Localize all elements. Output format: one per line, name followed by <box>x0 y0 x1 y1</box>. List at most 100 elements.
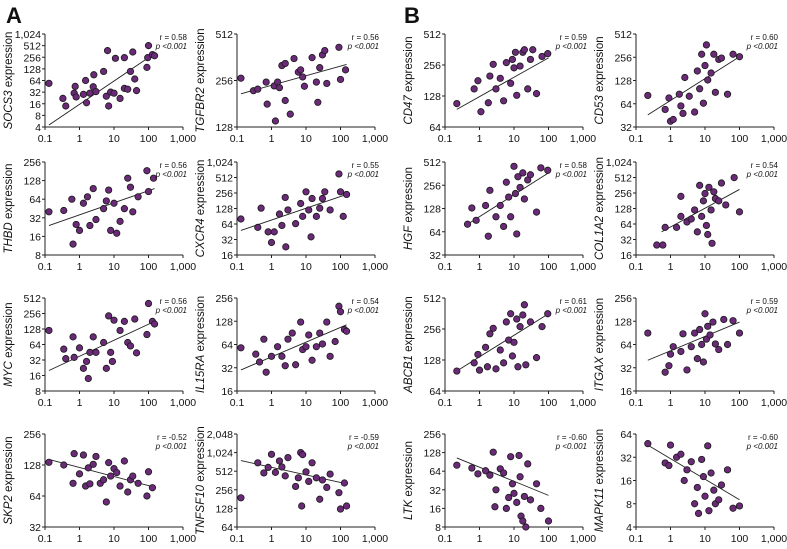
x-tick-label: 100 <box>731 397 749 409</box>
x-tick-label: 1,000 <box>761 261 787 273</box>
x-tick-label: 0.1 <box>629 133 644 145</box>
data-point <box>298 502 306 510</box>
data-point <box>341 66 350 74</box>
data-point <box>290 54 298 63</box>
x-tick-label: 10 <box>508 397 520 409</box>
x-tick-label: 1 <box>477 133 483 145</box>
data-point <box>489 324 497 332</box>
y-label-suffix: expression <box>3 302 15 361</box>
data-point <box>84 374 92 383</box>
x-tick-label: 1 <box>77 397 83 409</box>
data-point <box>126 67 135 76</box>
data-point <box>75 226 84 235</box>
y-label-suffix: expression <box>594 429 606 488</box>
data-point <box>318 476 327 484</box>
x-tick-label: 10 <box>300 261 312 273</box>
y-tick-label: 128 <box>23 64 41 76</box>
data-point <box>701 61 709 70</box>
data-point <box>284 206 292 214</box>
data-point <box>710 188 718 196</box>
x-tick-label: 1 <box>477 261 483 273</box>
data-point <box>60 461 68 469</box>
y-tick-label: 256 <box>23 429 41 441</box>
data-point <box>86 348 94 356</box>
data-point <box>502 178 510 186</box>
data-point <box>131 315 139 323</box>
data-point <box>316 64 324 72</box>
data-point <box>519 517 527 525</box>
data-point <box>532 208 541 216</box>
data-point <box>131 75 139 83</box>
regression-line <box>647 444 740 501</box>
y-tick-label: 256 <box>215 293 233 305</box>
data-point <box>698 50 706 58</box>
regression-line <box>456 457 549 496</box>
x-tick-label: 0.1 <box>38 261 53 273</box>
data-point <box>526 496 535 504</box>
data-point <box>526 318 535 326</box>
data-point <box>502 504 510 512</box>
data-point <box>507 453 515 461</box>
data-point <box>505 193 513 201</box>
y-axis-label: CD47 expression <box>403 36 415 124</box>
data-point <box>62 355 70 363</box>
data-point <box>262 368 270 376</box>
data-point <box>321 46 329 55</box>
data-point <box>126 342 135 350</box>
data-point <box>143 167 151 175</box>
y-tick-label: 128 <box>423 448 441 460</box>
data-point <box>538 323 546 331</box>
y-tick-label: 256 <box>423 60 441 72</box>
data-point <box>544 50 552 58</box>
data-point <box>453 367 461 375</box>
data-point <box>275 84 284 92</box>
x-tick-label: 100 <box>332 533 350 545</box>
gene-name: MAPK11 <box>594 488 606 533</box>
data-point <box>110 89 118 97</box>
x-tick-label: 10 <box>300 533 312 545</box>
data-point <box>124 174 132 182</box>
data-point <box>275 457 284 465</box>
p-value: p <0.001 <box>347 306 379 315</box>
y-label-suffix: expression <box>403 296 415 355</box>
data-point <box>699 472 708 481</box>
gene-name: TGFBR2 <box>195 87 207 133</box>
y-tick-label: 64 <box>620 340 632 352</box>
data-point <box>60 345 68 353</box>
y-axis-label: MAPK11 expression <box>594 429 606 532</box>
data-point <box>537 164 545 172</box>
x-tick-label: 1,000 <box>570 261 596 273</box>
y-label-suffix: expression <box>403 441 415 500</box>
data-point <box>83 193 92 201</box>
data-point <box>144 468 153 476</box>
scatter-panel-thbd: 0.1 1 10 100 1,000 8 16 32 64 128 256 THBD expressi… <box>3 157 196 273</box>
gene-name: CXCR4 <box>195 218 207 257</box>
data-point <box>69 240 77 248</box>
x-tick-label: 0.1 <box>629 261 644 273</box>
data-point <box>665 362 673 370</box>
data-point <box>254 459 262 467</box>
data-point <box>693 483 701 492</box>
data-point <box>100 476 108 484</box>
data-point <box>730 173 738 182</box>
scatter-panel-skp2: 0.1 1 10 100 1,000 32 64 128 256 SKP2 expression r… <box>3 429 196 545</box>
y-tick-label: 512 <box>423 293 441 305</box>
y-tick-label: 64 <box>429 227 441 239</box>
x-tick-label: 1 <box>269 533 275 545</box>
y-axis-label: COL1A2 expression <box>594 157 606 260</box>
data-point <box>69 479 77 487</box>
data-point <box>132 87 141 95</box>
x-tick-label: 10 <box>108 533 120 545</box>
y-tick-label: 16 <box>620 250 632 262</box>
data-point <box>335 170 343 178</box>
y-tick-label: 256 <box>215 485 233 497</box>
y-tick-label: 256 <box>215 76 233 88</box>
y-tick-label: 16 <box>429 503 441 515</box>
data-point <box>496 346 504 354</box>
data-point <box>316 329 324 337</box>
data-point <box>107 226 115 235</box>
x-tick-label: 1 <box>269 261 275 273</box>
y-tick-label: 64 <box>620 219 632 231</box>
data-point <box>710 486 718 494</box>
data-point <box>237 494 245 502</box>
